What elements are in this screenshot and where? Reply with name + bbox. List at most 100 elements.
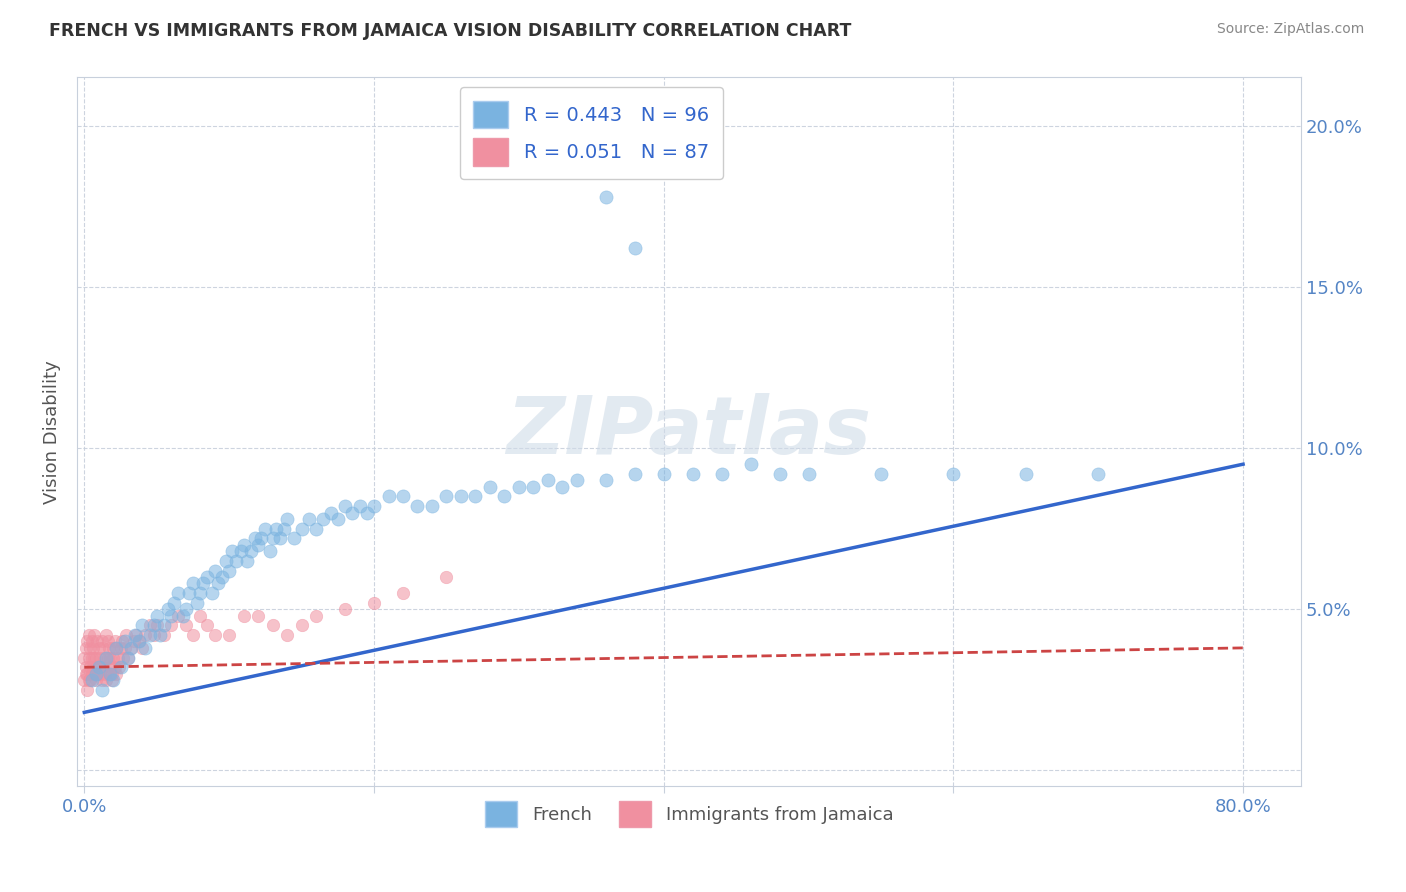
Point [565,119,588,133]
Point [153,618,176,632]
Point [124,628,146,642]
Point [160,618,183,632]
Point [167,608,190,623]
Point [103,673,125,687]
Point [232,538,254,552]
Point [204,628,226,642]
Point [291,618,314,632]
Point [221,544,243,558]
Point [174,602,197,616]
Point [494,490,516,504]
Point [145,608,167,623]
Point [112,650,135,665]
Point [76,666,98,681]
Point [188,608,211,623]
Point [114,634,136,648]
Point [93,666,115,681]
Point [262,618,284,632]
Point [478,480,501,494]
Point [104,634,127,648]
Point [942,467,965,481]
Point [250,531,273,545]
Point [80,666,103,681]
Point [508,480,530,494]
Point [73,673,96,687]
Point [406,499,429,513]
Point [333,602,356,616]
Point [276,628,298,642]
Point [80,673,103,687]
Point [623,467,645,481]
Point [138,628,160,642]
Point [101,673,124,687]
Point [76,682,98,697]
Point [77,628,100,642]
Point [215,554,238,568]
Point [100,650,122,665]
Point [75,666,97,681]
Point [120,640,142,655]
Point [89,650,111,665]
Point [157,602,180,616]
Point [537,473,560,487]
Point [77,673,100,687]
Point [326,512,349,526]
Point [82,640,104,655]
Point [77,650,100,665]
Point [90,682,112,697]
Point [174,618,197,632]
Point [107,650,129,665]
Point [207,576,229,591]
Point [117,650,139,665]
Point [103,650,125,665]
Legend: French, Immigrants from Jamaica: French, Immigrants from Jamaica [478,794,900,834]
Text: ZIPatlas: ZIPatlas [506,393,872,471]
Point [652,467,675,481]
Point [247,608,270,623]
Point [239,544,262,558]
Point [1087,467,1109,481]
Point [160,608,183,623]
Point [218,564,240,578]
Point [254,522,277,536]
Point [259,544,281,558]
Point [75,660,97,674]
Point [75,640,97,655]
Point [111,634,134,648]
Point [197,618,219,632]
Point [131,640,153,655]
Point [710,467,733,481]
Point [76,634,98,648]
Point [110,640,132,655]
Point [436,570,458,584]
Point [94,673,117,687]
Point [104,660,127,674]
Point [232,608,254,623]
Point [114,640,136,655]
Point [120,640,142,655]
Point [110,660,132,674]
Point [305,608,328,623]
Point [264,522,287,536]
Point [91,660,114,674]
Point [682,467,704,481]
Point [211,570,233,584]
Point [551,480,574,494]
Text: FRENCH VS IMMIGRANTS FROM JAMAICA VISION DISABILITY CORRELATION CHART: FRENCH VS IMMIGRANTS FROM JAMAICA VISION… [49,22,852,40]
Point [142,628,165,642]
Point [283,531,305,545]
Point [83,650,105,665]
Point [163,596,186,610]
Point [90,673,112,687]
Point [103,640,125,655]
Point [134,640,156,655]
Point [142,618,165,632]
Point [245,531,267,545]
Point [797,467,820,481]
Point [218,628,240,642]
Point [247,538,270,552]
Point [276,512,298,526]
Point [1015,467,1038,481]
Point [108,660,131,674]
Point [450,490,472,504]
